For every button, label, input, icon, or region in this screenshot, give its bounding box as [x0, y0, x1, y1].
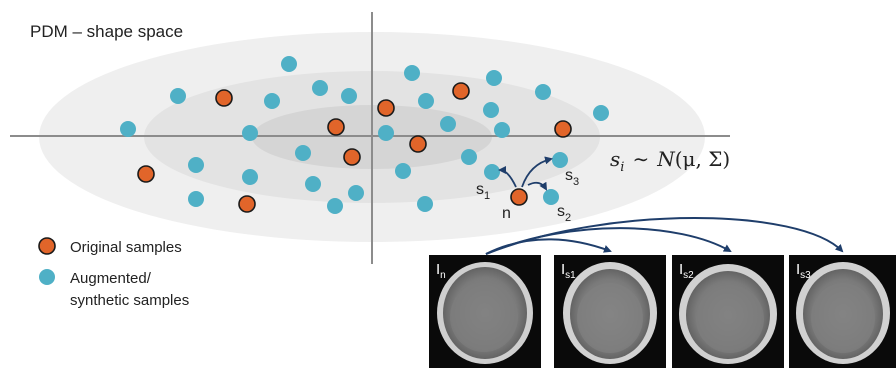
synthetic-sample	[341, 88, 357, 104]
synthetic-sample	[440, 116, 456, 132]
synthetic-sample	[418, 93, 434, 109]
original-sample	[137, 165, 155, 183]
synthetic-sample	[281, 56, 297, 72]
label-s3: s3	[565, 167, 579, 188]
synthetic-sample	[327, 198, 343, 214]
distribution-formula: si ∼ N(μ, Σ)	[610, 147, 730, 175]
synthetic-sample	[494, 122, 510, 138]
legend-original-label: Original samples	[70, 239, 182, 256]
arrow-image-n-to-s3	[485, 217, 844, 255]
arrow-n-to-s2	[527, 181, 548, 191]
synthetic-sample	[404, 65, 420, 81]
ct-image-n-label: In	[436, 261, 446, 281]
synthetic-sample-s3	[552, 152, 568, 168]
synthetic-sample	[305, 176, 321, 192]
synthetic-sample	[417, 196, 433, 212]
synthetic-sample-s2	[543, 189, 559, 205]
synthetic-sample	[395, 163, 411, 179]
synthetic-sample	[120, 121, 136, 137]
diagram-title: PDM – shape space	[30, 22, 183, 41]
synthetic-sample	[461, 149, 477, 165]
arrow-n-to-s3	[521, 156, 553, 188]
original-samples	[137, 82, 572, 213]
original-sample	[327, 118, 345, 136]
ct-image-s1: Is1	[554, 255, 666, 368]
synthetic-sample	[486, 70, 502, 86]
original-sample	[452, 82, 470, 100]
original-sample	[215, 89, 233, 107]
synthetic-sample	[593, 105, 609, 121]
synthetic-sample	[378, 125, 394, 141]
legend-original-marker	[38, 237, 56, 255]
original-sample-n	[510, 188, 528, 206]
image-transfer-arrows	[485, 217, 844, 255]
augmentation-arrows	[498, 156, 553, 191]
synthetic-sample	[188, 191, 204, 207]
arrow-n-to-s1	[498, 166, 517, 188]
original-sample	[554, 120, 572, 138]
label-s1: s1	[476, 181, 490, 202]
ct-image-s3: Is3	[789, 255, 896, 368]
legend-synthetic-label-line2: synthetic samples	[70, 292, 189, 309]
original-sample	[343, 148, 361, 166]
ct-image-s2-label: Is2	[679, 261, 694, 281]
legend: Original samples Augmented/ synthetic sa…	[38, 237, 189, 309]
ct-image-s2: Is2	[672, 255, 784, 368]
ct-image-s3-label: Is3	[796, 261, 811, 281]
legend-synthetic-marker	[39, 269, 55, 285]
original-sample	[238, 195, 256, 213]
synthetic-sample	[242, 169, 258, 185]
synthetic-sample-s1	[484, 164, 500, 180]
ct-image-s1-label: Is1	[561, 261, 576, 281]
ct-image-n: In	[429, 255, 541, 368]
synthetic-sample	[170, 88, 186, 104]
original-sample	[377, 99, 395, 117]
synthetic-sample	[188, 157, 204, 173]
synthetic-sample	[348, 185, 364, 201]
original-sample	[409, 135, 427, 153]
label-s2: s2	[557, 203, 571, 224]
synthetic-sample	[295, 145, 311, 161]
synthetic-sample	[312, 80, 328, 96]
synthetic-sample	[535, 84, 551, 100]
synthetic-sample	[483, 102, 499, 118]
legend-synthetic-label-line1: Augmented/	[70, 270, 152, 287]
label-n: n	[502, 205, 511, 222]
synthetic-sample	[242, 125, 258, 141]
synthetic-samples	[120, 56, 609, 214]
synthetic-sample	[264, 93, 280, 109]
